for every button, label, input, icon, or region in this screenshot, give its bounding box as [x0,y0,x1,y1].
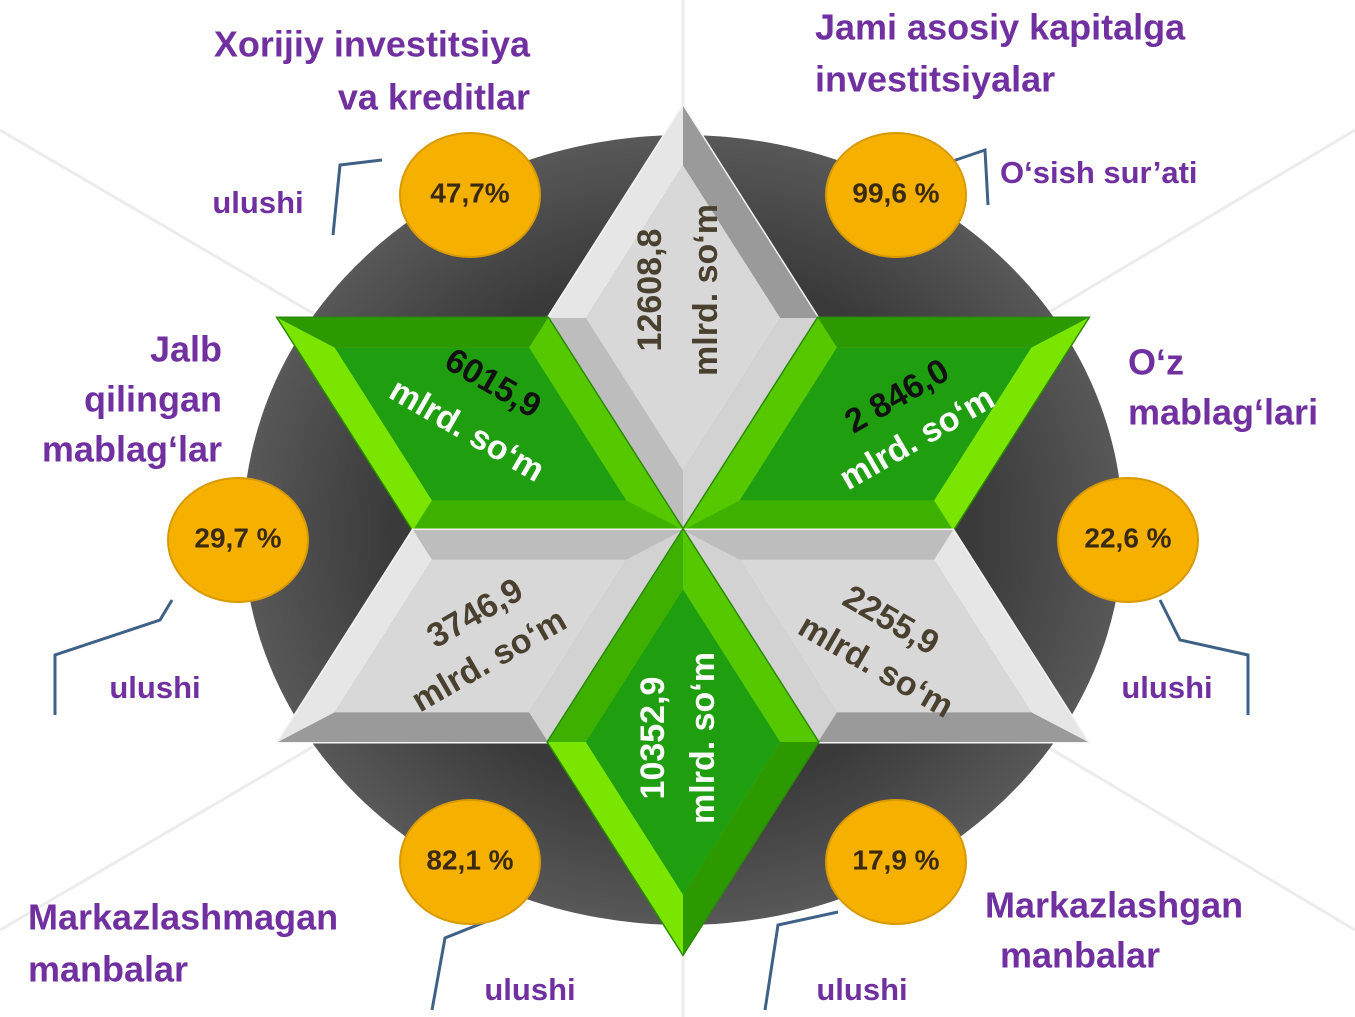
badge-percent: 29,7 % [194,522,281,553]
title-line: Xorijiy investitsiya [214,24,531,65]
badge-percent: 99,6 % [852,177,939,208]
badge-caption: ulushi [212,185,303,220]
badge-percent: 47,7% [430,177,509,208]
badge-caption: ulushi [484,972,575,1007]
infographic: 12608,8mlrd. so‘m6015,9mlrd. so‘m2 846,0… [0,0,1355,1017]
diamond-value: 10352,9 [634,677,672,800]
title-line: manbalar [1000,935,1160,976]
diamond-unit: mlrd. so‘m [687,204,725,376]
badge-caption: O‘sish sur’ati [1000,155,1198,190]
badge-caption: ulushi [1121,670,1212,705]
badge-caption: ulushi [109,670,200,705]
badge-percent: 17,9 % [852,844,939,875]
title-line: mablag‘lar [42,429,222,470]
badge-caption: ulushi [816,972,907,1007]
title-line: Markazlashmagan [28,897,338,938]
diamond-unit: mlrd. so‘m [684,652,722,824]
title-line: Markazlashgan [985,885,1243,926]
title-line: manbalar [28,949,188,990]
title-line: mablag‘lari [1128,392,1318,433]
title-line: qilingan [84,379,222,420]
title-line: O‘z [1128,342,1184,383]
badge-percent: 22,6 % [1084,522,1171,553]
badge-percent: 82,1 % [426,844,513,875]
title-line: Jami asosiy kapitalga [815,7,1186,48]
title-line: investitsiyalar [815,59,1055,100]
diamond-value: 12608,8 [631,229,669,352]
title-line: Jalb [150,329,222,370]
title-line: va kreditlar [338,77,530,118]
